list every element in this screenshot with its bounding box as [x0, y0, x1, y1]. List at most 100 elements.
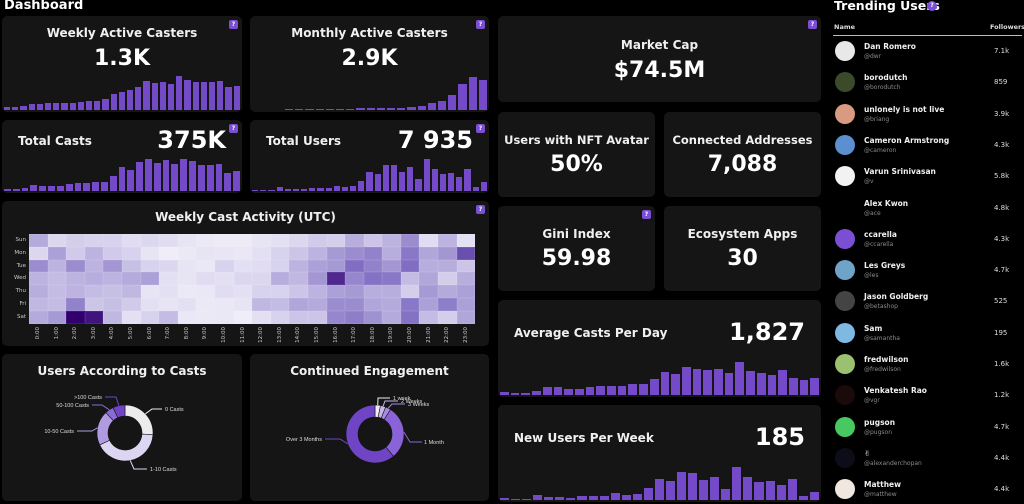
heatmap-cell[interactable]: [121, 310, 141, 324]
trending-user-row[interactable]: Varun Srinivasan @v 5.8k: [833, 161, 1024, 192]
help-icon[interactable]: ?: [229, 20, 238, 29]
avatar[interactable]: [835, 166, 855, 187]
heatmap-cell[interactable]: [196, 285, 215, 298]
heatmap-cell[interactable]: [307, 272, 327, 286]
user-name[interactable]: Les Greys: [864, 261, 906, 271]
heatmap-cell[interactable]: [252, 297, 271, 311]
heatmap-cell[interactable]: [307, 246, 327, 260]
heatmap-cell[interactable]: [103, 285, 122, 298]
user-name[interactable]: Cameron Armstrong: [864, 135, 950, 145]
heatmap-cell[interactable]: [419, 310, 439, 324]
heatmap-cell[interactable]: [140, 310, 160, 324]
trending-user-row[interactable]: ccarella @ccarella 4.3k: [833, 224, 1024, 255]
avatar[interactable]: [835, 291, 855, 312]
heatmap-cell[interactable]: [289, 272, 308, 286]
help-icon[interactable]: ?: [808, 20, 817, 29]
column-header-followers[interactable]: Followers: [990, 23, 1024, 31]
heatmap-cell[interactable]: [84, 246, 104, 260]
heatmap-cell[interactable]: [140, 246, 160, 260]
heatmap-cell[interactable]: [84, 297, 104, 311]
heatmap-cell[interactable]: [252, 234, 271, 247]
heatmap-cell[interactable]: [233, 259, 253, 273]
heatmap-cell[interactable]: [270, 297, 290, 311]
trending-user-row[interactable]: unlonely is not live @briang 3.9k: [833, 99, 1024, 130]
heatmap-cell[interactable]: [456, 246, 476, 260]
heatmap-cell[interactable]: [140, 297, 160, 311]
heatmap-cell[interactable]: [84, 310, 104, 324]
donut-slice[interactable]: [124, 404, 154, 436]
trending-user-row[interactable]: Venkatesh Rao @vgr 1.2k: [833, 380, 1024, 411]
heatmap-cell[interactable]: [29, 234, 48, 247]
avatar[interactable]: [835, 416, 855, 437]
heatmap-cell[interactable]: [177, 310, 197, 324]
heatmap-cell[interactable]: [252, 246, 271, 260]
heatmap-cell[interactable]: [456, 234, 476, 247]
user-name[interactable]: Alex Kwon: [864, 198, 909, 208]
avatar[interactable]: [835, 72, 855, 93]
heatmap-cell[interactable]: [233, 246, 253, 260]
heatmap-cell[interactable]: [196, 246, 215, 260]
heatmap-cell[interactable]: [270, 272, 290, 286]
trending-user-row[interactable]: Sam @samantha 195: [833, 318, 1024, 349]
avatar[interactable]: [835, 385, 855, 406]
user-name[interactable]: pugson: [864, 417, 896, 427]
user-name[interactable]: Jason Goldberg: [864, 292, 929, 302]
heatmap-cell[interactable]: [196, 310, 215, 324]
heatmap-cell[interactable]: [177, 272, 197, 286]
heatmap-cell[interactable]: [419, 285, 439, 298]
heatmap-cell[interactable]: [345, 285, 364, 298]
heatmap-cell[interactable]: [419, 246, 439, 260]
heatmap-cell[interactable]: [47, 285, 67, 298]
heatmap-cell[interactable]: [66, 246, 85, 260]
heatmap-cell[interactable]: [456, 259, 476, 273]
heatmap-cell[interactable]: [29, 285, 48, 298]
heatmap-cell[interactable]: [363, 297, 383, 311]
heatmap-cell[interactable]: [289, 246, 308, 260]
column-header-name[interactable]: Name: [834, 23, 856, 31]
avatar[interactable]: [835, 479, 855, 500]
trending-user-row[interactable]: Dan Romero @dwr 7.1k: [833, 36, 1024, 67]
user-name[interactable]: Matthew: [864, 480, 902, 490]
heatmap-cell[interactable]: [140, 259, 160, 273]
heatmap-cell[interactable]: [382, 246, 401, 260]
heatmap-cell[interactable]: [196, 297, 215, 311]
heatmap-cell[interactable]: [29, 297, 48, 311]
trending-user-row[interactable]: Cameron Armstrong @cameron 4.3k: [833, 130, 1024, 161]
heatmap-cell[interactable]: [29, 246, 48, 260]
heatmap-cell[interactable]: [326, 234, 346, 247]
heatmap-cell[interactable]: [177, 285, 197, 298]
heatmap-cell[interactable]: [233, 272, 253, 286]
heatmap-cell[interactable]: [159, 246, 178, 260]
heatmap-cell[interactable]: [326, 310, 346, 324]
heatmap-cell[interactable]: [196, 234, 215, 247]
user-name[interactable]: ✌: [864, 448, 871, 458]
heatmap-cell[interactable]: [326, 246, 346, 260]
avatar[interactable]: [835, 260, 855, 281]
heatmap-cell[interactable]: [438, 310, 457, 324]
heatmap-cell[interactable]: [177, 259, 197, 273]
heatmap-cell[interactable]: [345, 234, 364, 247]
heatmap-cell[interactable]: [438, 297, 457, 311]
help-icon[interactable]: ?: [476, 20, 485, 29]
heatmap-cell[interactable]: [29, 259, 48, 273]
heatmap-cell[interactable]: [103, 259, 122, 273]
donut-slice[interactable]: [345, 404, 394, 464]
heatmap-cell[interactable]: [363, 285, 383, 298]
heatmap-cell[interactable]: [326, 297, 346, 311]
heatmap-cell[interactable]: [140, 272, 160, 286]
heatmap-cell[interactable]: [345, 297, 364, 311]
heatmap-cell[interactable]: [419, 272, 439, 286]
heatmap-cell[interactable]: [307, 285, 327, 298]
user-name[interactable]: Dan Romero: [864, 42, 916, 51]
heatmap-cell[interactable]: [382, 272, 401, 286]
heatmap-cell[interactable]: [307, 259, 327, 273]
heatmap-cell[interactable]: [438, 285, 457, 298]
user-name[interactable]: borodutch: [864, 73, 908, 83]
heatmap-cell[interactable]: [363, 246, 383, 260]
donut-slice[interactable]: [112, 404, 126, 419]
heatmap-cell[interactable]: [252, 310, 271, 324]
heatmap-cell[interactable]: [252, 285, 271, 298]
heatmap-cell[interactable]: [400, 310, 420, 324]
heatmap-cell[interactable]: [159, 297, 178, 311]
heatmap-cell[interactable]: [382, 234, 401, 247]
